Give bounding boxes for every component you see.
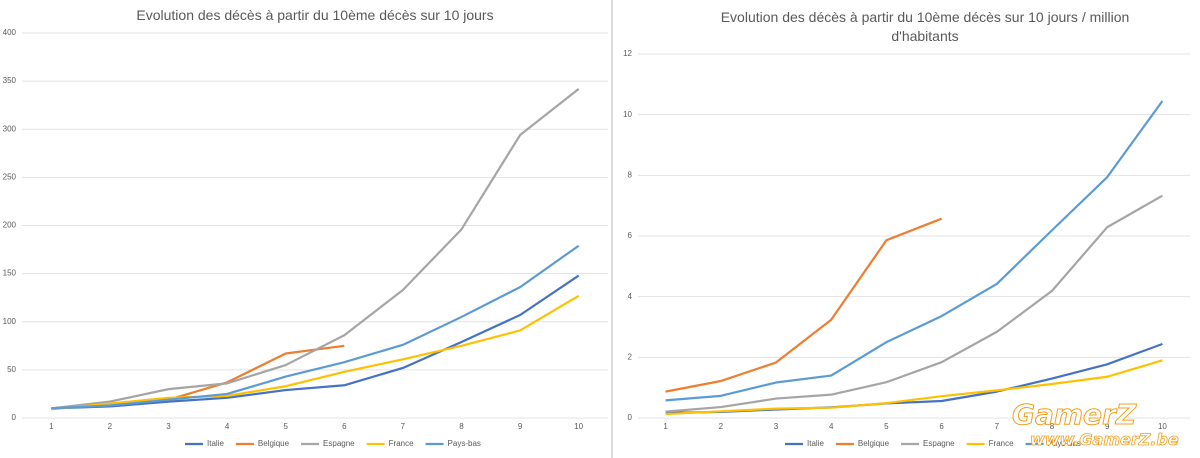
series-line xyxy=(665,217,942,393)
x-tick-label: 2 xyxy=(719,422,724,431)
x-tick-label: 5 xyxy=(283,422,288,431)
watermark-logo: GamerZ xyxy=(1011,398,1137,432)
x-tick-label: 6 xyxy=(342,422,347,431)
series-line xyxy=(665,359,1163,416)
y-tick-label: 12 xyxy=(623,49,632,58)
x-tick-label: 5 xyxy=(884,422,889,431)
legend-label: Pays-bas xyxy=(1048,439,1081,448)
x-tick-label: 10 xyxy=(574,422,583,431)
y-tick-label: 250 xyxy=(3,172,17,181)
x-tick-label: 10 xyxy=(1158,422,1167,431)
y-tick-label: 10 xyxy=(623,110,632,119)
legend-label: Belgique xyxy=(858,439,890,448)
y-tick-label: 100 xyxy=(3,317,17,326)
chart-title: Evolution des décès à partir du 10ème dé… xyxy=(720,9,1130,44)
x-tick-label: 7 xyxy=(401,422,406,431)
legend-label: Espagne xyxy=(923,439,955,448)
x-tick-label: 2 xyxy=(108,422,113,431)
y-tick-label: 350 xyxy=(3,76,17,85)
x-tick-label: 8 xyxy=(1050,422,1055,431)
y-tick-label: 4 xyxy=(628,292,633,301)
y-tick-label: 0 xyxy=(12,413,17,422)
y-tick-label: 2 xyxy=(628,352,633,361)
y-tick-label: 300 xyxy=(3,124,17,133)
x-tick-label: 6 xyxy=(939,422,944,431)
chart-title: Evolution des décès à partir du 10ème dé… xyxy=(136,7,494,23)
x-tick-label: 3 xyxy=(774,422,779,431)
series-line xyxy=(665,194,1163,413)
legend-label: Pays-bas xyxy=(448,439,481,448)
x-tick-label: 9 xyxy=(1105,422,1110,431)
legend-label: France xyxy=(989,439,1014,448)
series-line xyxy=(51,294,580,411)
x-tick-label: 3 xyxy=(166,422,171,431)
legend-label: Italie xyxy=(207,439,224,448)
series-line xyxy=(51,274,580,410)
watermark-url: www.GamerZ.be xyxy=(1030,430,1180,450)
series-line xyxy=(51,87,580,410)
y-tick-label: 8 xyxy=(628,170,633,179)
x-tick-label: 8 xyxy=(459,422,464,431)
y-tick-label: 150 xyxy=(3,269,17,278)
legend-label: Italie xyxy=(807,439,824,448)
x-tick-label: 4 xyxy=(829,422,834,431)
y-tick-label: 0 xyxy=(628,413,633,422)
x-tick-label: 1 xyxy=(49,422,54,431)
x-tick-label: 4 xyxy=(225,422,230,431)
x-tick-label: 9 xyxy=(518,422,523,431)
legend-label: Belgique xyxy=(258,439,290,448)
y-tick-label: 6 xyxy=(628,231,633,240)
y-tick-label: 50 xyxy=(7,365,16,374)
y-tick-label: 400 xyxy=(3,28,17,37)
series-line xyxy=(665,100,1164,402)
y-tick-label: 200 xyxy=(3,221,17,230)
legend-label: France xyxy=(389,439,414,448)
series-line xyxy=(51,244,580,410)
x-tick-label: 1 xyxy=(663,422,668,431)
x-tick-label: 7 xyxy=(995,422,1000,431)
legend-label: Espagne xyxy=(323,439,355,448)
